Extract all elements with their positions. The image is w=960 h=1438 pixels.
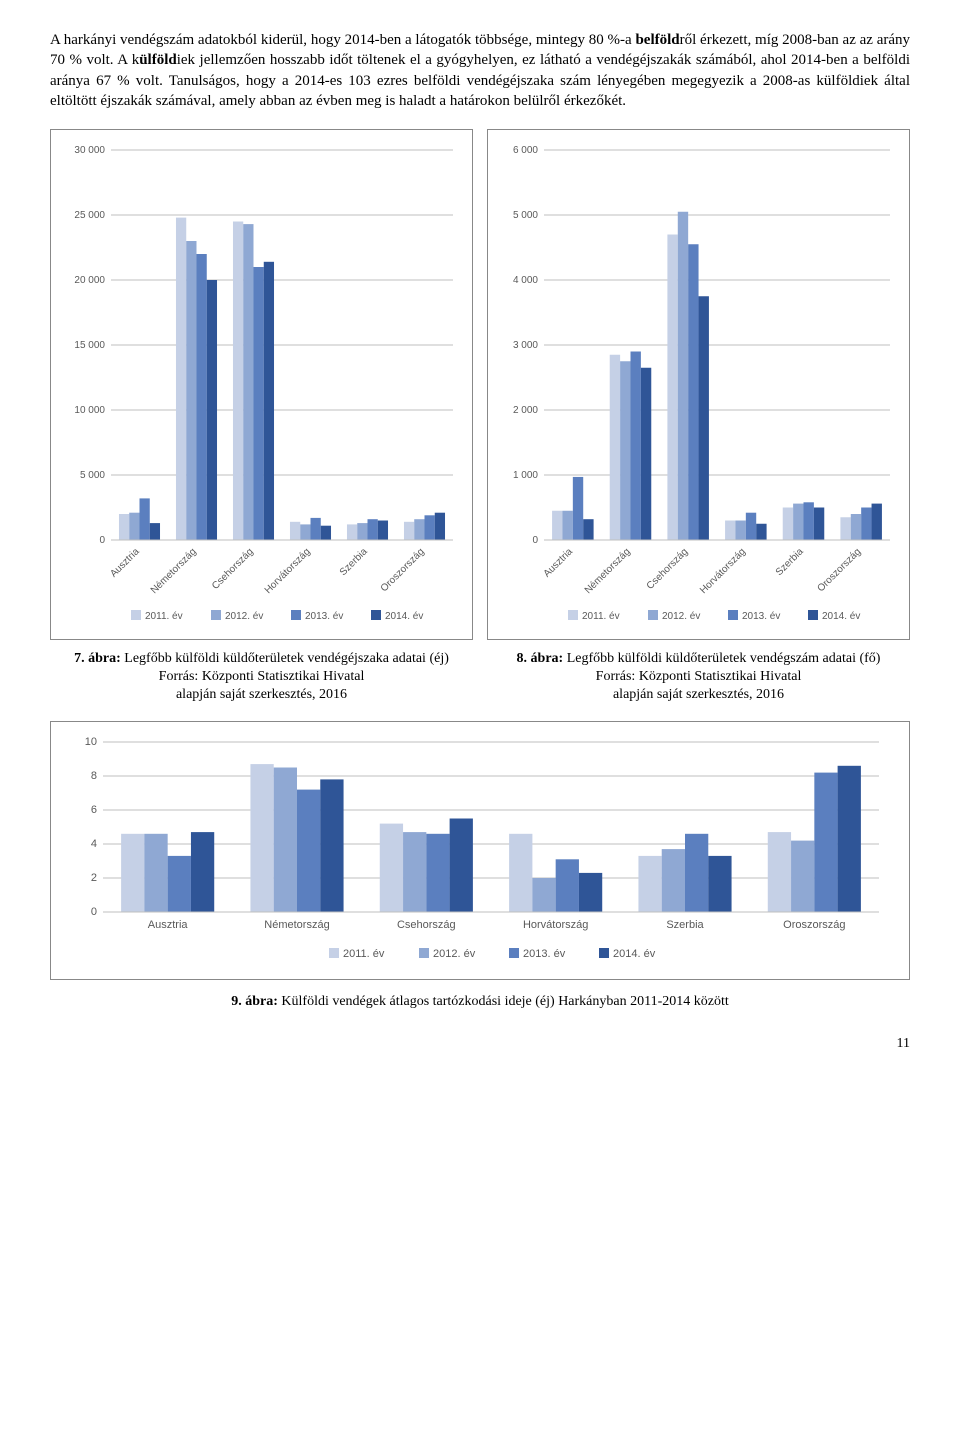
svg-text:2013. év: 2013. év: [523, 948, 566, 960]
svg-text:Szerbia: Szerbia: [666, 919, 704, 931]
svg-text:Németország: Németország: [264, 919, 329, 931]
chart-7-box: 0 5 000 10 000 15 000 20 000 25 000 30 000 Ausz…: [50, 129, 473, 640]
svg-text:2011. év: 2011. év: [582, 611, 620, 622]
svg-text:Németország: Németország: [583, 546, 633, 596]
svg-text:6 000: 6 000: [513, 145, 538, 156]
svg-text:0: 0: [532, 535, 538, 546]
svg-text:0: 0: [99, 535, 105, 546]
svg-text:5 000: 5 000: [513, 210, 538, 221]
svg-text:Szerbia: Szerbia: [338, 546, 370, 578]
svg-text:8: 8: [91, 770, 97, 782]
svg-text:2012. év: 2012. év: [662, 611, 700, 622]
page-number: 11: [50, 1036, 910, 1052]
svg-text:Ausztria: Ausztria: [108, 546, 142, 580]
charts-row: 0 5 000 10 000 15 000 20 000 25 000 30 000 Ausz…: [50, 129, 910, 640]
svg-text:2 000: 2 000: [513, 405, 538, 416]
svg-text:2012. év: 2012. év: [225, 611, 263, 622]
svg-text:10 000: 10 000: [74, 405, 105, 416]
svg-text:4 000: 4 000: [513, 275, 538, 286]
svg-text:Oroszország: Oroszország: [815, 546, 863, 594]
svg-text:0: 0: [91, 906, 97, 918]
svg-text:Oroszország: Oroszország: [783, 919, 845, 931]
svg-text:Csehország: Csehország: [645, 546, 691, 592]
svg-text:2014. év: 2014. év: [385, 611, 423, 622]
svg-text:25 000: 25 000: [74, 210, 105, 221]
svg-text:2011. év: 2011. év: [343, 948, 385, 960]
svg-text:Csehország: Csehország: [397, 919, 456, 931]
svg-text:Horvátország: Horvátország: [263, 546, 313, 596]
svg-text:4: 4: [91, 838, 97, 850]
svg-text:Ausztria: Ausztria: [148, 919, 189, 931]
svg-text:2014. év: 2014. év: [613, 948, 656, 960]
svg-text:Ausztria: Ausztria: [542, 546, 576, 580]
svg-text:3 000: 3 000: [513, 340, 538, 351]
svg-text:2012. év: 2012. év: [433, 948, 476, 960]
caption-8: 8. ábra: Legfőbb külföldi küldőterületek…: [487, 650, 910, 705]
svg-text:2014. év: 2014. év: [822, 611, 860, 622]
caption-9: 9. ábra: Külföldi vendégek átlagos tartó…: [50, 994, 910, 1010]
chart-8-box: 0 1 000 2 000 3 000 4 000 5 000 6 000 AusztriaN…: [487, 129, 910, 640]
svg-text:15 000: 15 000: [74, 340, 105, 351]
chart-9-box: 0 2 4 6 8 10 Ausztria Németország Csehország Horv…: [50, 721, 910, 980]
svg-text:2: 2: [91, 872, 97, 884]
svg-text:Horvátország: Horvátország: [523, 919, 588, 931]
svg-text:1 000: 1 000: [513, 470, 538, 481]
svg-text:Csehország: Csehország: [210, 546, 256, 592]
svg-text:2011. év: 2011. év: [145, 611, 183, 622]
body-paragraph: A harkányi vendégszám adatokból kiderül,…: [50, 30, 910, 111]
caption-row-top: 7. ábra: Legfőbb külföldi küldőterületek…: [50, 650, 910, 705]
svg-text:Németország: Németország: [149, 546, 199, 596]
svg-text:5 000: 5 000: [80, 470, 105, 481]
svg-text:30 000: 30 000: [74, 145, 105, 156]
svg-text:20 000: 20 000: [74, 275, 105, 286]
svg-text:Oroszország: Oroszország: [379, 546, 427, 594]
caption-7: 7. ábra: Legfőbb külföldi küldőterületek…: [50, 650, 473, 705]
svg-text:2013. év: 2013. év: [305, 611, 343, 622]
svg-text:2013. év: 2013. év: [742, 611, 780, 622]
svg-text:10: 10: [85, 736, 97, 748]
svg-text:Szerbia: Szerbia: [774, 546, 806, 578]
svg-text:Horvátország: Horvátország: [698, 546, 748, 596]
svg-text:6: 6: [91, 804, 97, 816]
